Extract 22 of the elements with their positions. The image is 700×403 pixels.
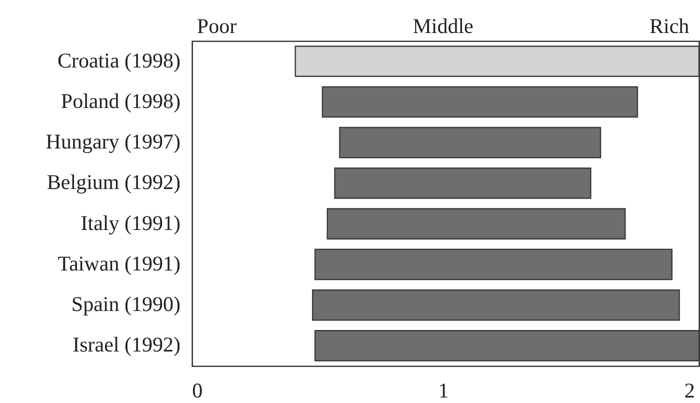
y-tick-label: Taiwan (1991) [58, 251, 180, 276]
x-tick-label: 1 [438, 378, 449, 402]
bar [322, 86, 638, 118]
text: Rich [649, 14, 690, 38]
text: Middle [412, 14, 474, 38]
bar [312, 289, 680, 321]
y-tick-label: Italy (1991) [80, 210, 180, 235]
bar [334, 168, 592, 199]
bar [339, 126, 602, 158]
bar [294, 46, 700, 77]
y-tick-label: Belgium (1992) [46, 170, 180, 194]
text: Poor [196, 14, 237, 38]
y-tick-label: Spain (1990) [71, 292, 180, 316]
y-tick-label: Croatia (1998) [57, 48, 181, 72]
x-tick-label: 2 [684, 378, 695, 402]
bar [314, 248, 673, 280]
x-tick-label: 0 [192, 378, 203, 402]
y-tick-label: Israel (1992) [72, 332, 181, 357]
y-tick-label: Poland (1998) [60, 88, 180, 113]
bar [326, 208, 626, 240]
bar [314, 330, 700, 362]
y-tick-label: Hungary (1997) [46, 130, 181, 154]
